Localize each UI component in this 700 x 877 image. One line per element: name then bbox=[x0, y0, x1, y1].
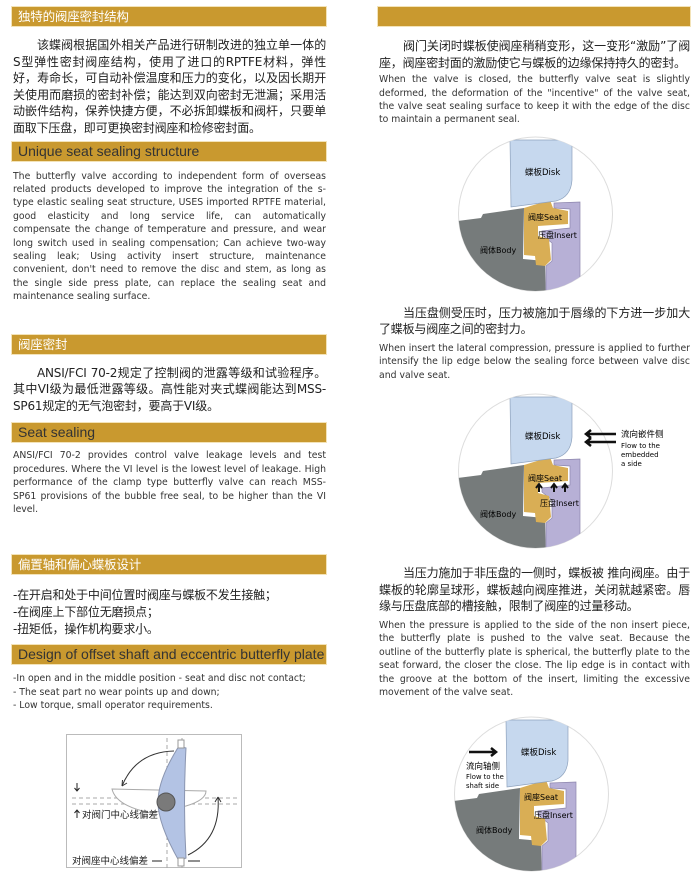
list-item: -扭矩低，操作机构要求小。 bbox=[13, 621, 159, 636]
section-header-seat-cn: 阀座密封 bbox=[12, 334, 326, 354]
section-title: 偏置轴和偏心蝶板设计 bbox=[18, 557, 142, 573]
list-item: -在开启和处于中间位置时阀座与蝶板不发生接触； bbox=[13, 588, 277, 603]
offset-en-list: -In open and in the middle position - se… bbox=[12, 672, 326, 712]
seat-cn-paragraph: ANSI/FCI 70-2规定了控制阀的泄露等级和试验程序。其中VI级为最低泄露… bbox=[13, 365, 326, 413]
valve-centerline-offset-label: 对阀门中心线偏差 bbox=[82, 809, 158, 821]
disk-label: 蝶板Disk bbox=[525, 167, 560, 178]
arrow-down-icon bbox=[74, 783, 80, 793]
unique-en-paragraph: The butterfly valve according to indepen… bbox=[13, 170, 326, 303]
section-header-offset-en: Design of offset shaft and eccentric but… bbox=[12, 645, 326, 665]
insert-label: 压盘Insert bbox=[540, 498, 579, 508]
body-label: 阀体Body bbox=[476, 825, 512, 835]
seat-bottom bbox=[177, 857, 185, 867]
flow-label-en: a side bbox=[621, 460, 642, 468]
flow-label-en: Flow to the bbox=[621, 442, 660, 450]
flow-label-en: Flow to the bbox=[466, 773, 504, 781]
flow-label-cn: 流向轴侧 bbox=[466, 761, 500, 772]
flow-arrow-left-icon bbox=[583, 429, 616, 448]
seat-diagram-shaft-side: 蝶板Disk 阀座Seat 压盘Insert 阀体Body 流向轴侧 Flow … bbox=[446, 715, 618, 877]
seat-label: 阀座Seat bbox=[524, 792, 558, 802]
seat-label: 阀座Seat bbox=[528, 212, 562, 222]
closed-en-paragraph: When the valve is closed, the butterfly … bbox=[379, 74, 690, 126]
seat-en-paragraph: ANSI/FCI 70-2 provides control valve lea… bbox=[13, 450, 326, 516]
section-title: Seat sealing bbox=[18, 424, 96, 441]
flow-label-en: shaft side bbox=[466, 782, 499, 790]
shaft-circle bbox=[156, 792, 176, 812]
shaft-side-en-paragraph: When the pressure is applied to the side… bbox=[379, 620, 690, 699]
section-title: Unique seat sealing structure bbox=[18, 142, 200, 159]
list-item: - Low torque, small operator requirement… bbox=[13, 700, 213, 712]
list-item: -在阀座上下部位无磨损点； bbox=[13, 605, 159, 620]
insert-side-cn-paragraph: 当压盘侧受压时，压力被施加于唇缘的下方进一步加大了蝶板与阀座之间的密封力。 bbox=[379, 305, 690, 337]
arrow-up-icon bbox=[74, 809, 80, 819]
seat-top bbox=[177, 739, 185, 749]
seat-centerline-offset-label: 对阀座中心线偏差 bbox=[72, 855, 148, 867]
body-label: 阀体Body bbox=[480, 245, 516, 255]
insert-label: 压盘Insert bbox=[538, 230, 577, 240]
shaft-side-cn-paragraph: 当压力施加于非压盘的一侧时，蝶板被 推向阀座。由于蝶板的轮廓呈球形，蝶板越向阀座… bbox=[379, 566, 690, 614]
rotation-arc-bottom bbox=[187, 797, 219, 856]
seat-label: 阀座Seat bbox=[528, 473, 562, 483]
flow-label-cn: 流向嵌件侧 bbox=[621, 429, 664, 440]
unique-cn-paragraph: 该蝶阀根据国外相关产品进行研制改进的独立单一体的S型弹性密封阀座结构，使用了进口… bbox=[13, 38, 326, 135]
seat-diagram-insert-side: 蝶板Disk 阀座Seat 压盘Insert 阀体Body 流向嵌件侧 Flow… bbox=[450, 392, 664, 557]
disk-label: 蝶板Disk bbox=[525, 431, 560, 442]
section-header-unique-cn: 独特的阀座密封结构 bbox=[12, 7, 326, 26]
arrow-head-icon bbox=[214, 797, 222, 803]
left-column: 独特的阀座密封结构 该蝶阀根据国外相关产品进行研制改进的独立单一体的S型弹性密封… bbox=[12, 0, 326, 870]
section-title: 独特的阀座密封结构 bbox=[18, 9, 129, 24]
list-item: - The seat part no wear points up and do… bbox=[13, 686, 220, 698]
flow-label-en: embedded bbox=[621, 451, 659, 459]
disk-label: 蝶板Disk bbox=[521, 747, 556, 758]
offset-cn-list: -在开启和处于中间位置时阀座与蝶板不发生接触； -在阀座上下部位无磨损点； -扭… bbox=[12, 587, 326, 637]
section-title: 阀座密封 bbox=[18, 336, 68, 352]
seat-diagram-closed: 蝶板Disk 阀座Seat 压盘Insert 阀体Body bbox=[450, 135, 622, 297]
insert-label: 压盘Insert bbox=[534, 810, 573, 820]
closed-cn-paragraph: 阀门关闭时蝶板使阀座稍稍变形，这一变形“激励”了阀座，阀座密封面的激励使它与蝶板… bbox=[379, 39, 690, 70]
body-label: 阀体Body bbox=[480, 509, 516, 519]
arrow-head-icon bbox=[121, 780, 128, 787]
section-header-seat-en: Seat sealing bbox=[12, 423, 326, 443]
right-column: 阀门关闭时蝶板使阀座稍稍变形，这一变形“激励”了阀座，阀座密封面的激励使它与蝶板… bbox=[378, 0, 690, 877]
section-title: Design of offset shaft and eccentric but… bbox=[18, 646, 325, 663]
pressure-arrows-icon bbox=[535, 482, 569, 493]
rotation-arc-top bbox=[121, 750, 175, 787]
insert-side-en-paragraph: When insert the lateral compression, pre… bbox=[379, 343, 690, 381]
flow-arrow-right-icon bbox=[469, 747, 499, 758]
section-header-offset-cn: 偏置轴和偏心蝶板设计 bbox=[12, 555, 326, 575]
section-header-right bbox=[378, 7, 690, 26]
offset-shaft-diagram: 对阀门中心线偏差 对阀座中心线偏差 bbox=[66, 734, 242, 869]
section-header-unique-en: Unique seat sealing structure bbox=[12, 141, 326, 161]
list-item: -In open and in the middle position - se… bbox=[13, 673, 306, 685]
